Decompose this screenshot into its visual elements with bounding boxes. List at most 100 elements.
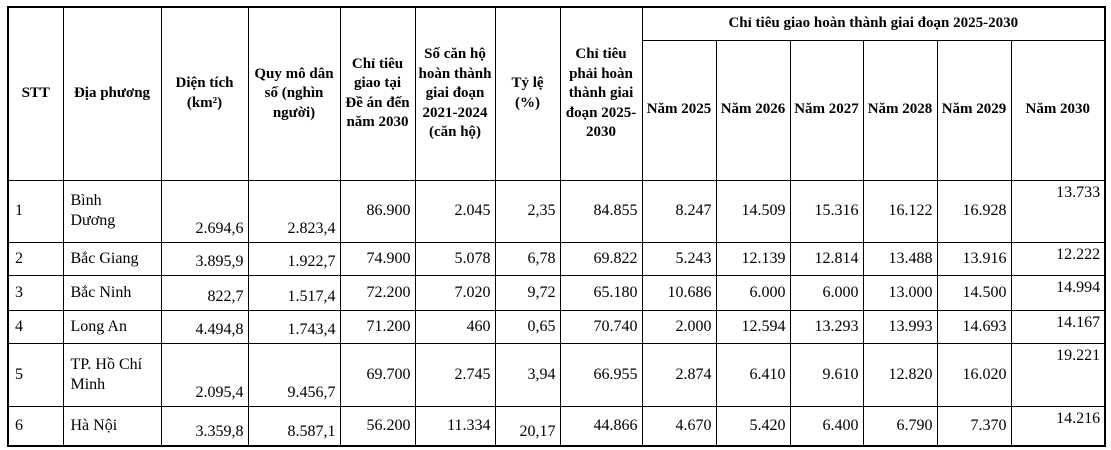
cell-nam-2028: 16.122 [862, 179, 938, 243]
cell-nam-2027: 12.814 [789, 241, 864, 276]
cell-nam-2026: 12.594 [715, 309, 791, 344]
cell-nam-2027: 13.293 [789, 309, 864, 344]
cell-dia-phuong: Bắc Giang [62, 241, 162, 276]
header-row-group: STT Địa phương Diện tích (km²) Quy mô dâ… [7, 6, 1106, 181]
cell-stt: 1 [7, 179, 64, 243]
table-row: 2 Bắc Giang 3.895,9 1.922,7 74.900 5.078… [7, 241, 1106, 276]
cell-nam-2026: 12.139 [715, 241, 791, 276]
header-nam-2030: Năm 2030 [1010, 39, 1106, 181]
cell-nam-2029: 13.916 [936, 241, 1012, 276]
cell-dien-tich: 2.095,4 [160, 342, 249, 407]
cell-dia-phuong: Bình Dương [62, 179, 162, 243]
header-group-2025-2030: Chỉ tiêu giao hoàn thành giai đoạn 2025-… [641, 6, 1106, 41]
cell-nam-2027: 15.316 [789, 179, 864, 243]
header-stt: STT [7, 6, 64, 181]
cell-nam-2030: 14.216 [1010, 405, 1106, 447]
cell-nam-2030: 14.167 [1010, 309, 1106, 344]
cell-chi-tieu-giao: 69.700 [339, 342, 416, 407]
cell-so-can-ho: 7.020 [414, 274, 496, 311]
cell-nam-2026: 6.410 [715, 342, 791, 407]
cell-quy-mo: 9.456,7 [247, 342, 341, 407]
header-ty-le: Tỷ lệ (%) [494, 6, 561, 181]
cell-stt: 3 [7, 274, 64, 311]
cell-quy-mo: 8.587,1 [247, 405, 341, 447]
header-nam-2027: Năm 2027 [789, 39, 864, 181]
header-dien-tich: Diện tích (km²) [160, 6, 249, 181]
cell-nam-2025: 4.670 [641, 405, 717, 447]
cell-ty-le: 3,94 [494, 342, 561, 407]
cell-nam-2028: 13.488 [862, 241, 938, 276]
cell-dien-tich: 2.694,6 [160, 179, 249, 243]
cell-chi-tieu-phai: 70.740 [559, 309, 643, 344]
cell-nam-2026: 6.000 [715, 274, 791, 311]
cell-stt: 4 [7, 309, 64, 344]
header-nam-2026: Năm 2026 [715, 39, 791, 181]
cell-nam-2028: 13.000 [862, 274, 938, 311]
cell-nam-2030: 14.994 [1010, 274, 1106, 311]
header-nam-2029: Năm 2029 [936, 39, 1012, 181]
cell-chi-tieu-giao: 71.200 [339, 309, 416, 344]
cell-dia-phuong: Hà Nội [62, 405, 162, 447]
cell-nam-2025: 10.686 [641, 274, 717, 311]
cell-nam-2028: 12.820 [862, 342, 938, 407]
cell-nam-2026: 5.420 [715, 405, 791, 447]
cell-chi-tieu-phai: 44.866 [559, 405, 643, 447]
cell-dien-tich: 3.359,8 [160, 405, 249, 447]
cell-ty-le: 9,72 [494, 274, 561, 311]
cell-chi-tieu-giao: 56.200 [339, 405, 416, 447]
cell-ty-le: 0,65 [494, 309, 561, 344]
cell-nam-2025: 8.247 [641, 179, 717, 243]
cell-quy-mo: 1.517,4 [247, 274, 341, 311]
cell-nam-2026: 14.509 [715, 179, 791, 243]
cell-nam-2029: 16.928 [936, 179, 1012, 243]
cell-nam-2027: 9.610 [789, 342, 864, 407]
cell-dia-phuong: Bắc Ninh [62, 274, 162, 311]
cell-nam-2029: 14.500 [936, 274, 1012, 311]
cell-nam-2025: 2.000 [641, 309, 717, 344]
cell-ty-le: 20,17 [494, 405, 561, 447]
cell-so-can-ho: 5.078 [414, 241, 496, 276]
header-row-years: Năm 2025 Năm 2026 Năm 2027 Năm 2028 Năm … [8, 39, 1106, 181]
header-chi-tieu-giao-de-an: Chỉ tiêu giao tại Đề án đến năm 2030 [339, 6, 416, 181]
table-row: 3 Bắc Ninh 822,7 1.517,4 72.200 7.020 9,… [7, 274, 1106, 311]
cell-chi-tieu-phai: 65.180 [559, 274, 643, 311]
table-row: 4 Long An 4.494,8 1.743,4 71.200 460 0,6… [7, 309, 1106, 344]
cell-nam-2030: 13.733 [1010, 179, 1106, 243]
cell-chi-tieu-phai: 66.955 [559, 342, 643, 407]
cell-chi-tieu-phai: 84.855 [559, 179, 643, 243]
cell-nam-2025: 2.874 [641, 342, 717, 407]
cell-quy-mo: 1.743,4 [247, 309, 341, 344]
cell-chi-tieu-phai: 69.822 [559, 241, 643, 276]
cell-so-can-ho: 2.045 [414, 179, 496, 243]
cell-so-can-ho: 11.334 [414, 405, 496, 447]
table-body: 1 Bình Dương 2.694,6 2.823,4 86.900 2.04… [7, 179, 1106, 447]
cell-dia-phuong: Long An [62, 309, 162, 344]
cell-nam-2029: 14.693 [936, 309, 1012, 344]
cell-nam-2030: 12.222 [1010, 241, 1106, 276]
header-nam-2028: Năm 2028 [862, 39, 938, 181]
cell-so-can-ho: 2.745 [414, 342, 496, 407]
cell-chi-tieu-giao: 72.200 [339, 274, 416, 311]
cell-nam-2028: 6.790 [862, 405, 938, 447]
cell-chi-tieu-giao: 86.900 [339, 179, 416, 243]
cell-nam-2030: 19.221 [1010, 342, 1106, 407]
cell-nam-2025: 5.243 [641, 241, 717, 276]
cell-ty-le: 2,35 [494, 179, 561, 243]
cell-quy-mo: 2.823,4 [247, 179, 341, 243]
cell-dien-tich: 4.494,8 [160, 309, 249, 344]
cell-nam-2027: 6.400 [789, 405, 864, 447]
header-so-can-ho-hoan-thanh: Số căn hộ hoàn thành giai đoạn 2021-2024… [414, 6, 496, 181]
header-chi-tieu-phai-hoan-thanh: Chỉ tiêu phải hoàn thành giai đoạn 2025-… [559, 6, 643, 181]
housing-targets-table: STT Địa phương Diện tích (km²) Quy mô dâ… [7, 6, 1107, 447]
cell-nam-2029: 16.020 [936, 342, 1012, 407]
cell-dien-tich: 822,7 [160, 274, 249, 311]
cell-stt: 2 [7, 241, 64, 276]
table-row: 6 Hà Nội 3.359,8 8.587,1 56.200 11.334 2… [7, 405, 1106, 447]
header-dia-phuong: Địa phương [62, 6, 162, 181]
cell-stt: 5 [7, 342, 64, 407]
cell-dia-phuong: TP. Hồ Chí Minh [62, 342, 162, 407]
table-row: 5 TP. Hồ Chí Minh 2.095,4 9.456,7 69.700… [7, 342, 1106, 407]
table-header: STT Địa phương Diện tích (km²) Quy mô dâ… [7, 6, 1106, 181]
cell-dien-tich: 3.895,9 [160, 241, 249, 276]
